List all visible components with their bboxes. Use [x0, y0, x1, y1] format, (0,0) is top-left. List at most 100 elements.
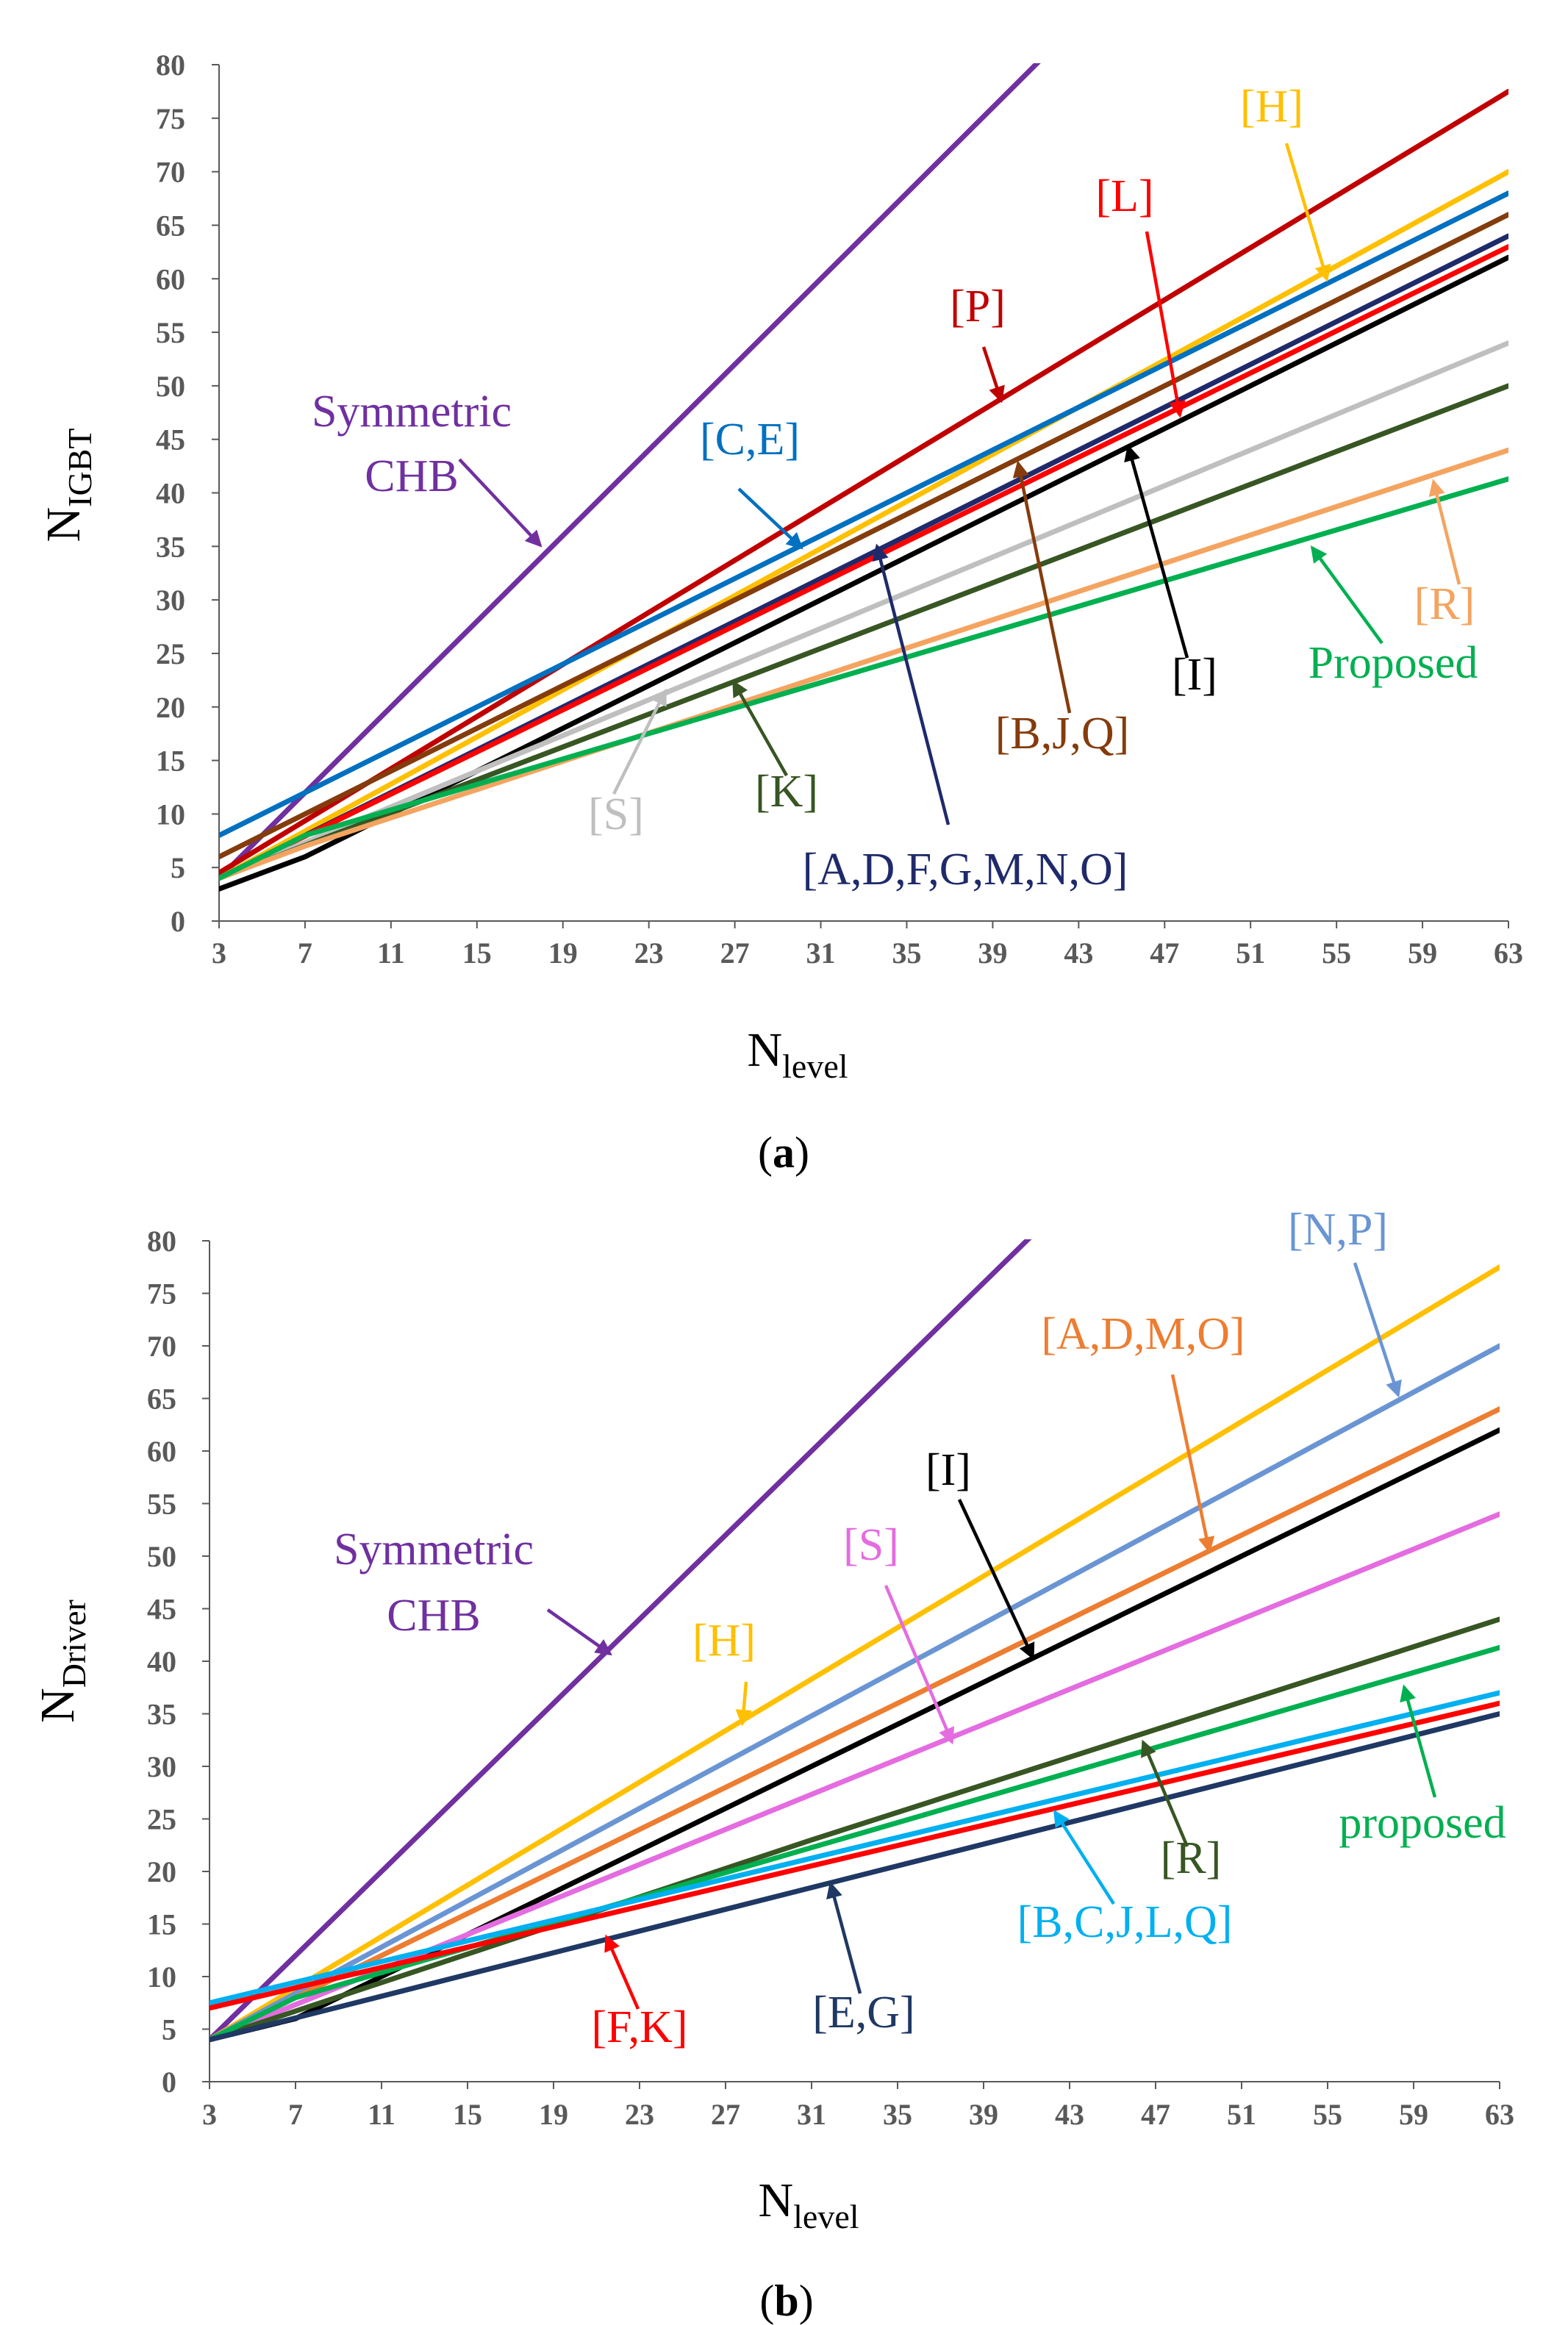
annotation-arrow	[1310, 545, 1383, 645]
annotation-symmetric-chb: Symmetric CHB	[334, 1525, 612, 1656]
annotation-text: [P]	[950, 282, 1006, 332]
annotation-c-e: [C,E]	[700, 415, 803, 550]
annotation-text: [R]	[1414, 579, 1475, 629]
annotation-arrow	[826, 1881, 862, 1994]
y-tick-label: 45	[156, 423, 185, 456]
annotation-arrow	[732, 679, 788, 777]
x-tick-label: 35	[892, 936, 921, 970]
series-line-proposed	[210, 1644, 1500, 2043]
series-line-b-j-q	[219, 212, 1508, 860]
y-tick-label: 75	[156, 102, 185, 135]
y-tick-label: 80	[156, 49, 185, 82]
y-axis-title: NDriver	[31, 1599, 93, 1723]
series-line-i	[219, 254, 1508, 892]
annotation-text: [H]	[692, 1616, 756, 1666]
series-line-h	[210, 1264, 1500, 2043]
annotation-text: Symmetric	[312, 387, 512, 437]
series-line-a-d-m-o	[210, 1406, 1500, 2043]
series-line-f-k	[210, 1700, 1500, 2011]
y-tick-label: 25	[147, 1803, 176, 1836]
y-tick-label: 55	[147, 1488, 176, 1521]
y-tick-label: 75	[147, 1278, 176, 1311]
annotation-r: [R]	[1140, 1739, 1221, 1883]
annotation-p: [P]	[950, 282, 1006, 404]
annotation-text: [E,G]	[812, 1988, 914, 2038]
annotation-k: [K]	[732, 679, 818, 817]
y-tick-label: 40	[156, 477, 185, 510]
annotation-text: Symmetric	[334, 1525, 534, 1575]
annotation-text: [H]	[1240, 82, 1303, 132]
x-tick-label: 11	[368, 2098, 395, 2131]
x-tick-label: 39	[978, 936, 1007, 970]
series-line-e-g	[210, 1711, 1500, 2043]
annotation-arrow	[612, 688, 667, 795]
x-tick-label: 23	[634, 936, 664, 970]
annotation-text: [S]	[843, 1520, 899, 1570]
annotation-arrow	[872, 543, 951, 825]
x-tick-label: 43	[1055, 2098, 1084, 2131]
series-line-r	[210, 1616, 1500, 2043]
y-tick-label: 20	[156, 691, 185, 724]
x-tick-label: 7	[288, 2098, 303, 2131]
x-tick-label: 59	[1399, 2098, 1428, 2131]
annotation-arrow	[1053, 1809, 1115, 1905]
series-line-symmetric-chb	[219, 63, 1041, 881]
annotation-arrow	[1124, 444, 1189, 659]
series-line-b-c-j-l-q	[210, 1690, 1500, 2006]
series-line-c-e	[219, 190, 1508, 838]
x-tick-label: 35	[883, 2098, 912, 2131]
y-tick-label: 0	[162, 2066, 176, 2099]
annotation-proposed: Proposed	[1309, 545, 1478, 688]
y-tick-label: 65	[147, 1383, 176, 1416]
x-axis-title-sub: level	[782, 1047, 848, 1085]
x-tick-label: 63	[1494, 936, 1523, 970]
annotation-text: [C,E]	[700, 415, 800, 465]
annotation-arrow	[1353, 1262, 1402, 1398]
series-line-n-p	[210, 1343, 1500, 2043]
annotation-text: Proposed	[1309, 638, 1478, 688]
annotation-text: proposed	[1339, 1798, 1506, 1848]
annotation-text: [S]	[588, 789, 644, 839]
annotation-text: [N,P]	[1288, 1205, 1388, 1255]
x-tick-label: 39	[969, 2098, 998, 2131]
y-tick-label: 20	[147, 1855, 176, 1888]
annotation-arrow	[604, 1934, 640, 2010]
annotation-arrow	[735, 1681, 752, 1727]
x-axis-title: Nlevel	[758, 2174, 859, 2235]
y-tick-label: 15	[156, 745, 185, 778]
y-tick-label: 50	[156, 370, 185, 403]
series-line-symmetric-chb	[210, 1239, 1032, 2043]
annotation-arrow	[884, 1585, 955, 1745]
x-tick-label: 51	[1236, 936, 1265, 970]
y-tick-label: 60	[156, 262, 185, 295]
annotation-i: [I]	[926, 1445, 1035, 1661]
x-axis-title: Nlevel	[747, 1023, 848, 1085]
annotation-text: [A,D,F,G,M,N,O]	[803, 845, 1128, 895]
y-axis-title-main: N	[31, 1688, 85, 1723]
annotation-arrow	[1145, 231, 1186, 418]
series-line-r	[219, 447, 1508, 881]
annotation-arrow	[1400, 1684, 1437, 1798]
series-line-s	[219, 340, 1508, 881]
annotation-arrow	[458, 458, 543, 548]
x-tick-label: 55	[1313, 2098, 1342, 2131]
annotation-a-d-f-g-m-n-o: [A,D,F,G,M,N,O]	[803, 543, 1128, 895]
x-tick-label: 47	[1141, 2098, 1170, 2131]
annotation-h: [H]	[692, 1616, 756, 1727]
annotation-arrow	[546, 1608, 612, 1656]
y-tick-label: 55	[156, 316, 185, 349]
annotation-text: [L]	[1095, 171, 1153, 221]
y-tick-label: 40	[147, 1645, 176, 1678]
annotation-f-k: [F,K]	[591, 1934, 688, 2052]
x-tick-label: 27	[711, 2098, 740, 2131]
series-line-proposed	[219, 476, 1508, 881]
annotation-text: CHB	[387, 1591, 480, 1641]
annotation-e-g: [E,G]	[812, 1881, 915, 2038]
annotation-s: [S]	[588, 688, 667, 839]
x-tick-label: 55	[1322, 936, 1351, 970]
series-group	[219, 63, 1508, 892]
annotation-arrow	[1284, 143, 1331, 282]
annotation-text: [F,K]	[591, 2002, 687, 2052]
annotation-b-j-q: [B,J,Q]	[995, 460, 1129, 759]
x-tick-label: 15	[462, 936, 492, 970]
